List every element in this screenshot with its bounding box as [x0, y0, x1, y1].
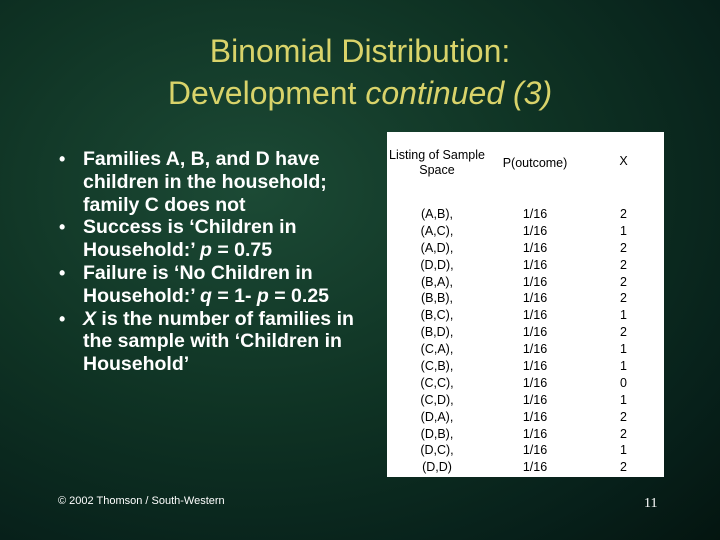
- probability-cell: 1/16: [522, 375, 548, 390]
- bullet-dot-icon: •: [59, 262, 66, 283]
- probability-cell: 1/16: [522, 443, 548, 458]
- probability-cell: 1/16: [522, 274, 548, 289]
- listing-cell: (C,B),: [420, 359, 454, 374]
- listing-cell: (A,C),: [420, 223, 454, 238]
- bullet-item: • Families A, B, and D have children in t…: [55, 148, 375, 216]
- bullet-text: X: [83, 307, 97, 330]
- probability-cell: 1/16: [522, 325, 548, 340]
- x-cell: 1: [620, 443, 627, 458]
- sample-space-table: Listing of Sample Space (A,B), (A,C), (A,D…: [387, 132, 664, 477]
- x-cell: 2: [620, 257, 627, 272]
- listing-cell: (A,B),: [421, 207, 453, 221]
- probability-cell: 1/16: [522, 291, 548, 306]
- title-line-2: Development continued (3): [0, 72, 720, 114]
- bullet-dot-icon: •: [59, 217, 66, 238]
- probability-cell: 1/16: [522, 392, 548, 407]
- bullet-text: p: [200, 239, 212, 262]
- listing-cell: (D,B),: [420, 426, 454, 441]
- bullet-text: = 1-: [211, 284, 257, 307]
- x-cell: 2: [620, 291, 627, 306]
- listing-header: Listing of Sample Space: [389, 148, 485, 177]
- bullet-item: • Success is ‘Children in Household:’ p =…: [55, 216, 375, 262]
- bullet-item: • X is the number of families in the samp…: [55, 308, 375, 376]
- bullet-text: q: [200, 284, 212, 307]
- x-cell: 1: [620, 223, 627, 238]
- x-cell: 2: [620, 325, 627, 340]
- listing-cell: (C,A),: [420, 342, 454, 357]
- bullet-text: is the number of families in the sample …: [83, 307, 354, 376]
- listing-cell: (D,D): [422, 460, 452, 475]
- bullet-text: Success is ‘Children in Household:’: [83, 216, 297, 262]
- probability-cell: 1/16: [522, 342, 548, 357]
- bullet-text: = 0.75: [211, 239, 273, 262]
- listing-cell: (D,C),: [420, 443, 454, 458]
- title-line-2-plain: Development: [167, 75, 366, 111]
- x-cell: 2: [620, 409, 627, 424]
- probability-cell: 1/16: [522, 426, 548, 441]
- x-cell: 2: [620, 240, 627, 255]
- probability-cell: 1/16: [522, 308, 548, 323]
- x-cell: 1: [620, 392, 627, 407]
- bullet-dot-icon: •: [59, 308, 66, 329]
- probability-cell: 1/16: [522, 460, 548, 475]
- bullet-dot-icon: •: [59, 149, 66, 169]
- bullet-text: p: [256, 284, 269, 307]
- title-line-2-italic: continued (3): [365, 75, 553, 111]
- x-header: X: [619, 154, 628, 168]
- x-cell: 2: [620, 426, 627, 441]
- listing-cell: (C,D),: [420, 392, 454, 407]
- listing-cell: (B,B),: [421, 291, 453, 306]
- listing-cell: (D,A),: [420, 409, 454, 424]
- listing-cell: (D,D),: [420, 257, 454, 272]
- listing-cell: (B,A),: [421, 274, 453, 289]
- bullet-item: • Failure is ‘No Children in Household:’ …: [55, 262, 375, 308]
- listing-cell: (C,C),: [420, 375, 454, 390]
- listing-cell: (A,D),: [420, 240, 454, 255]
- bullet-text: Failure is ‘No Children in Household:’: [83, 261, 313, 307]
- probability-cell: 1/16: [522, 240, 548, 255]
- title-line-1: Binomial Distribution:: [209, 33, 511, 69]
- x-cell: 2: [620, 460, 627, 475]
- probability-cell: 1/16: [522, 207, 548, 221]
- x-cell: 2: [620, 207, 627, 221]
- x-cell: 1: [620, 359, 627, 374]
- page-number: 11: [644, 496, 658, 511]
- bullet-text: Families A, B, and D have children in th…: [83, 148, 327, 216]
- x-cell: 1: [620, 308, 627, 323]
- slide-title: Binomial Distribution: Development conti…: [0, 30, 720, 114]
- x-cell: 1: [620, 342, 627, 357]
- bullet-list: • Families A, B, and D have children in t…: [55, 148, 375, 376]
- probability-cell: 1/16: [522, 359, 548, 374]
- listing-cell: (B,C),: [420, 308, 454, 323]
- probability-cells: 1/16 1/16 1/16 1/16 1/16 1/16 1/16 1/16 1/16 1/16…: [487, 206, 583, 476]
- listing-cell: (B,D),: [420, 325, 454, 340]
- listing-cells: (A,B), (A,C), (A,D), (D,D), (B,A), (B,B), (B,C…: [387, 206, 487, 476]
- x-cell: 2: [620, 274, 627, 289]
- probability-cell: 1/16: [522, 409, 548, 424]
- copyright-notice: © 2002 Thomson / South-Western: [58, 495, 225, 507]
- probability-cell: 1/16: [522, 257, 548, 272]
- bullet-text: = 0.25: [268, 284, 330, 307]
- x-cell: 0: [620, 375, 627, 390]
- probability-header: P(outcome): [502, 155, 568, 170]
- probability-cell: 1/16: [522, 223, 548, 238]
